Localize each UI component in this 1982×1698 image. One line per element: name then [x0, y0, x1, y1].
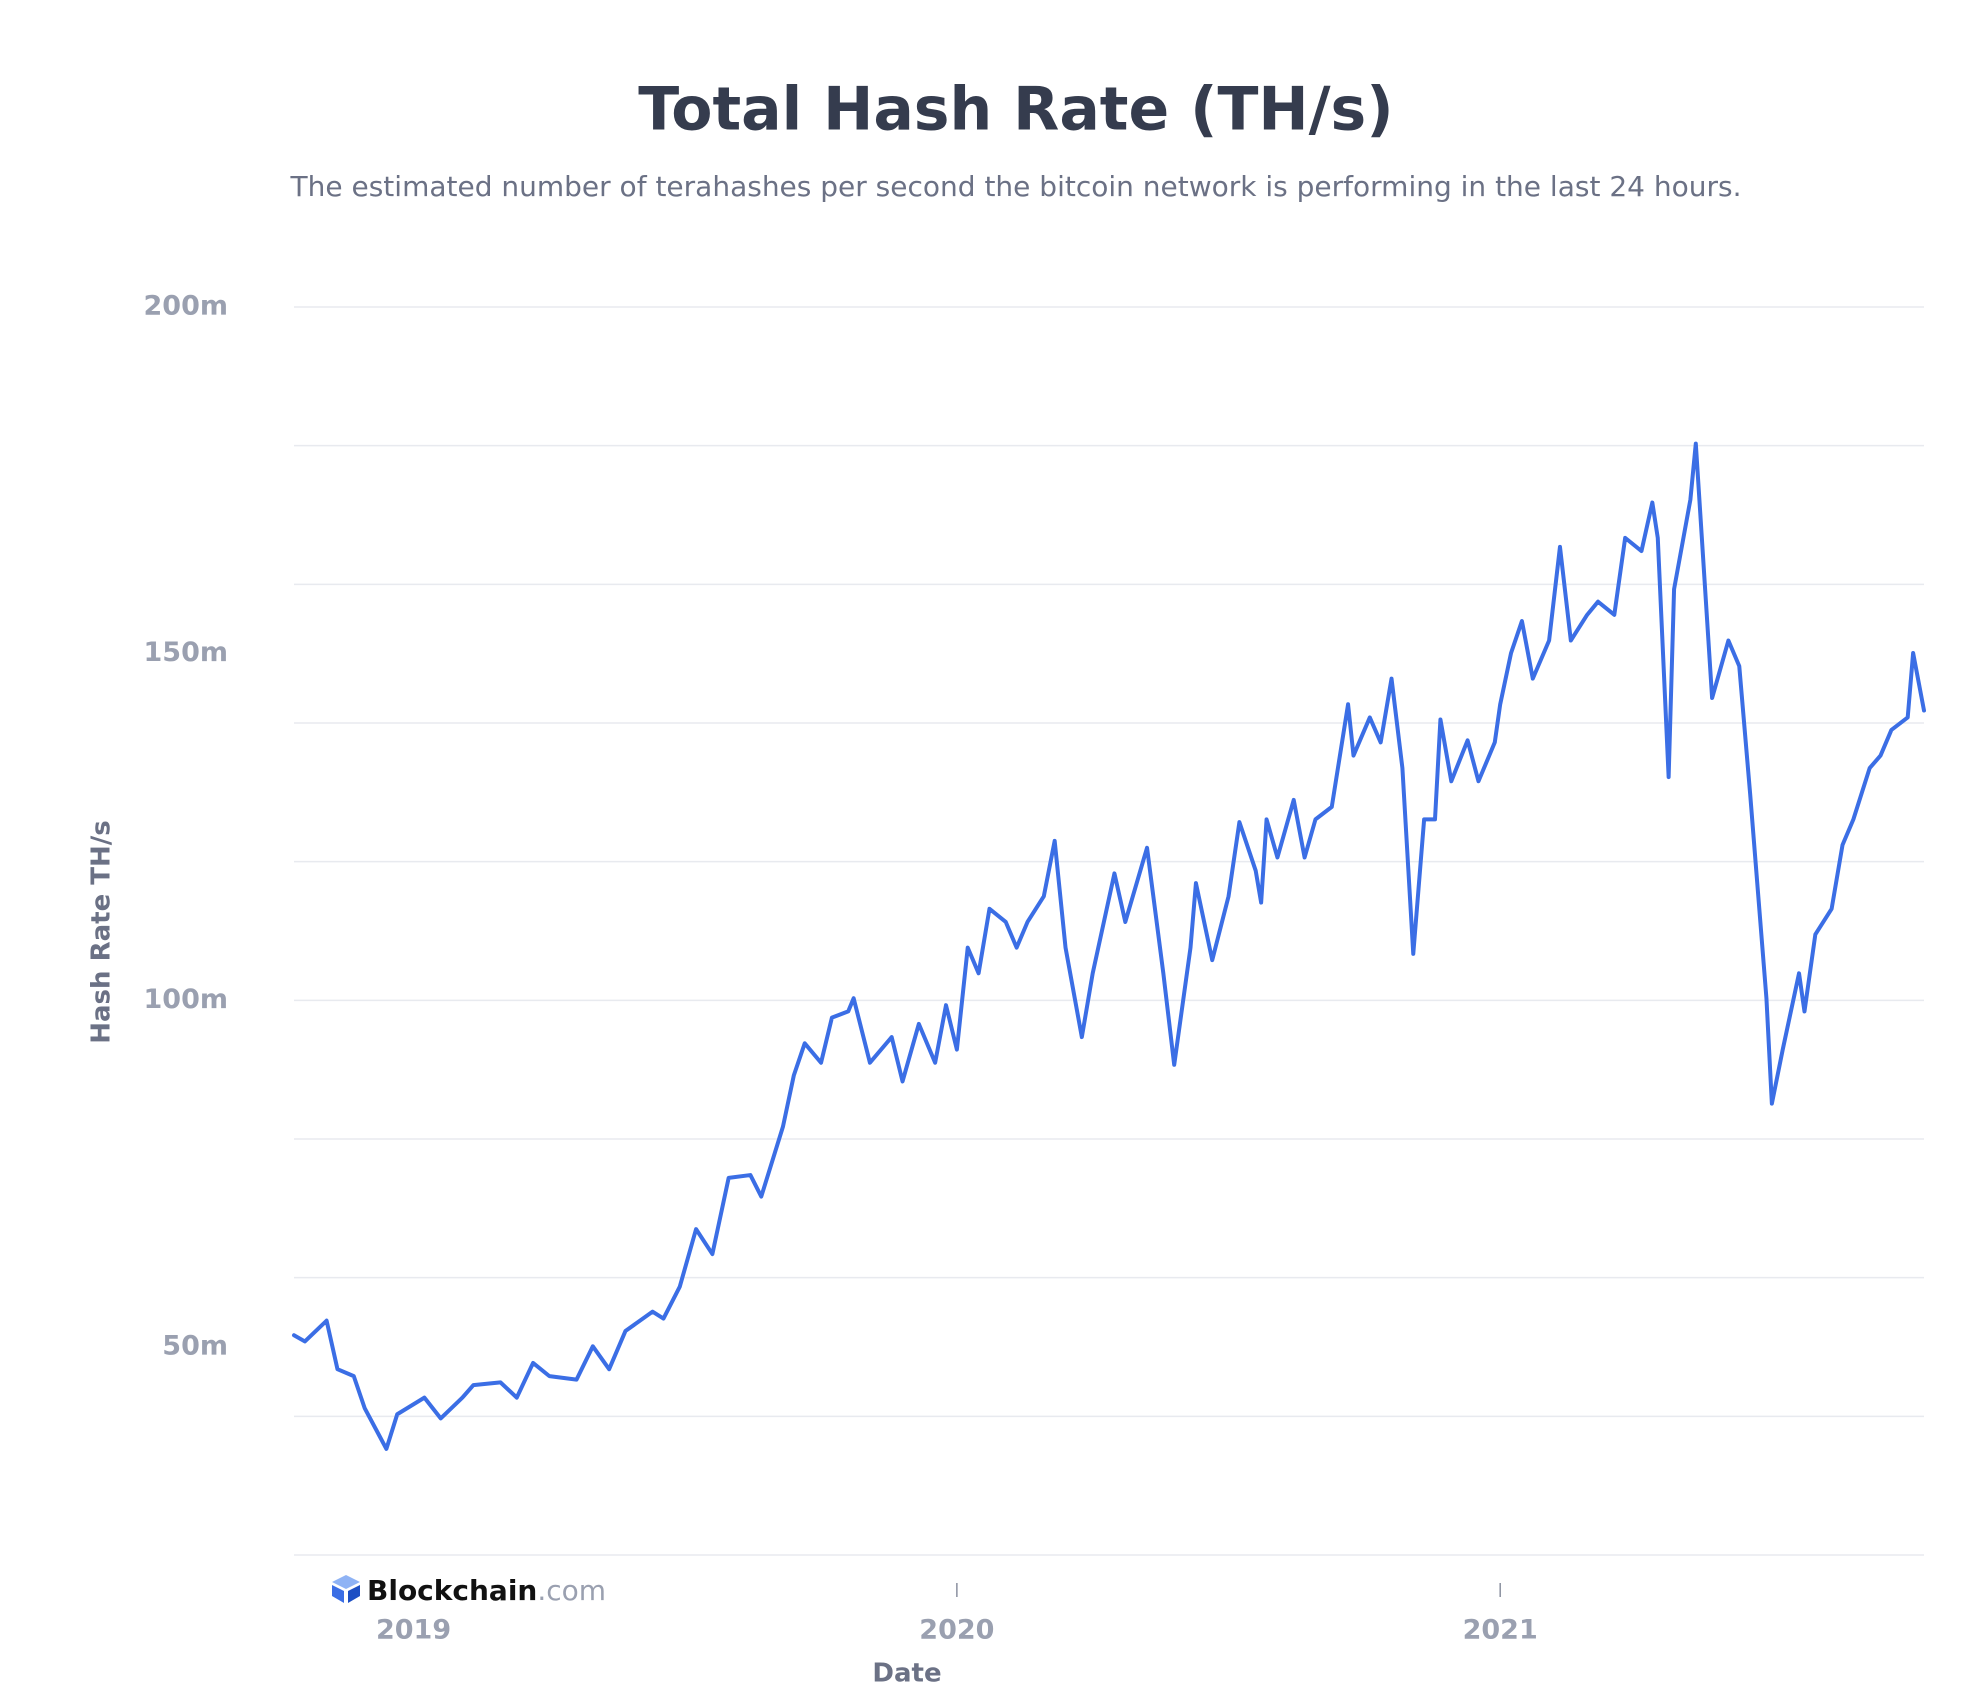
logo-left: [332, 1585, 344, 1603]
x-tick-label: 2021: [1463, 1615, 1538, 1646]
y-axis-title: Hash Rate TH/s: [87, 820, 117, 1044]
x-tick-label: 2019: [376, 1615, 451, 1646]
watermark-text: Blockchain.com: [367, 1574, 606, 1607]
logo-right: [348, 1585, 360, 1603]
chart-subtitle: The estimated number of terahashes per s…: [290, 170, 1742, 203]
watermark-name: Blockchain: [367, 1574, 537, 1607]
data-line: [292, 441, 1926, 1451]
y-tick-label: 100m: [144, 984, 229, 1015]
x-tick-label: 2020: [919, 1615, 994, 1646]
chart-title: Total Hash Rate (TH/s): [638, 75, 1393, 145]
x-axis-title: Date: [872, 1659, 941, 1689]
y-tick-label: 50m: [162, 1331, 228, 1362]
y-tick-label: 200m: [144, 291, 229, 322]
y-tick-label: 150m: [144, 637, 229, 668]
grid: [294, 306, 1924, 1556]
watermark: Blockchain.com: [332, 1574, 606, 1607]
logo-top: [332, 1575, 360, 1589]
watermark-suffix: .com: [537, 1574, 606, 1607]
